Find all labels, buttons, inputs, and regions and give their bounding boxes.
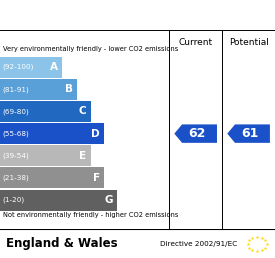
Bar — [0, 101, 90, 122]
Text: (39-54): (39-54) — [3, 152, 29, 159]
Bar — [0, 123, 104, 144]
Text: (81-91): (81-91) — [3, 86, 29, 93]
Bar — [0, 167, 104, 188]
Polygon shape — [174, 124, 217, 143]
Text: (1-20): (1-20) — [3, 197, 25, 203]
Text: Current: Current — [178, 38, 213, 47]
Bar — [0, 79, 77, 100]
Text: D: D — [91, 129, 100, 139]
Text: B: B — [65, 84, 73, 94]
Text: (92-100): (92-100) — [3, 64, 34, 70]
Text: England & Wales: England & Wales — [6, 237, 117, 250]
Text: Directive 2002/91/EC: Directive 2002/91/EC — [160, 241, 237, 247]
Text: Environmental(CO2) Impact Rating: Environmental(CO2) Impact Rating — [15, 9, 260, 21]
Text: A: A — [50, 62, 58, 72]
Text: 61: 61 — [241, 127, 259, 140]
Text: Very environmentally friendly - lower CO2 emissions: Very environmentally friendly - lower CO… — [3, 46, 178, 52]
Text: E: E — [79, 151, 86, 161]
Text: (69-80): (69-80) — [3, 108, 29, 115]
Text: C: C — [79, 107, 86, 117]
Text: G: G — [105, 195, 113, 205]
Text: (55-68): (55-68) — [3, 130, 29, 137]
Text: (21-38): (21-38) — [3, 175, 29, 181]
Text: 62: 62 — [188, 127, 206, 140]
Bar — [0, 145, 90, 166]
Text: F: F — [93, 173, 100, 183]
Bar — [0, 190, 117, 211]
Bar — [0, 57, 62, 78]
Text: Potential: Potential — [229, 38, 268, 47]
Polygon shape — [227, 124, 270, 143]
Text: Not environmentally friendly - higher CO2 emissions: Not environmentally friendly - higher CO… — [3, 212, 178, 218]
